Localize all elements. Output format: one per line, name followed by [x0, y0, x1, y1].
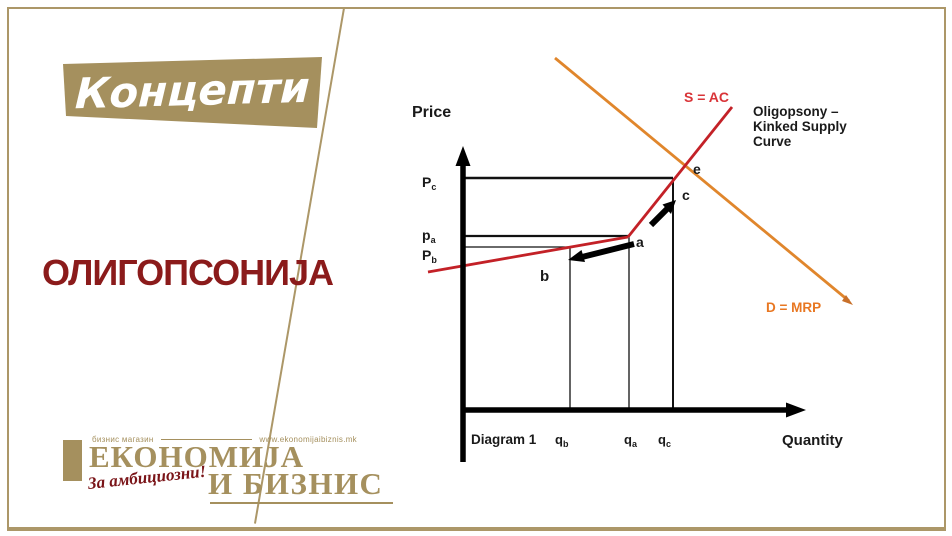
logo-top-divider: [160, 439, 253, 440]
x-tick-qb-sub: b: [563, 439, 569, 449]
x-tick-qc: qc: [658, 432, 671, 449]
x-axis-arrowhead: [786, 402, 806, 418]
logo-website: www.ekonomijaibiznis.mk: [259, 435, 357, 444]
page-title: ОЛИГОПСОНИЈА: [42, 252, 334, 293]
y-tick-pa-sub: a: [431, 235, 437, 245]
arrow-a-to-c-head: [662, 200, 676, 214]
arrow-a-to-c-shaft: [648, 205, 671, 228]
logo-gold-bar: [63, 440, 82, 481]
supply-curve-label: S = AC: [684, 89, 729, 105]
point-b-label: b: [540, 268, 549, 285]
x-tick-qc-main: q: [658, 432, 666, 447]
x-tick-qc-sub: c: [666, 439, 671, 449]
y-tick-pb-sub: b: [431, 255, 437, 265]
x-axis-title: Quantity: [782, 432, 843, 449]
demand-curve-arrowhead: [842, 295, 853, 305]
point-e-label: e: [693, 161, 701, 177]
demand-curve: [554, 56, 850, 303]
y-tick-pa: pa: [422, 227, 437, 245]
diagram-note: Oligopsony – Kinked Supply Curve: [753, 104, 847, 149]
y-axis-title: Price: [412, 104, 451, 121]
logo-name-line2: И БИЗНИС: [208, 466, 384, 501]
y-tick-pb: Pb: [422, 247, 437, 265]
demand-curve-label: D = MRP: [766, 300, 821, 315]
y-tick-pc: Pc: [422, 174, 436, 192]
x-tick-qa-main: q: [624, 432, 632, 447]
point-a-label: a: [636, 234, 644, 250]
logo-magazine-type: бизнис магазин: [92, 435, 154, 444]
diagram-note-line1: Oligopsony –: [753, 104, 839, 119]
diagram-note-line2: Kinked Supply: [753, 119, 847, 134]
logo-name-line1: ЕКОНОМИЈА: [89, 439, 304, 474]
y-tick-pa-main: p: [422, 227, 431, 243]
arrow-a-to-b-head: [568, 250, 585, 262]
x-tick-qa-sub: a: [632, 439, 638, 449]
arrow-a-to-b-shaft: [581, 241, 635, 260]
y-tick-pb-main: P: [422, 247, 431, 263]
diagram-note-line3: Curve: [753, 134, 792, 149]
supply-curve-steep-segment: [626, 106, 734, 238]
concepts-badge: Концепти: [63, 57, 322, 128]
y-tick-pc-main: P: [422, 174, 431, 190]
logo-underline: [210, 502, 393, 504]
y-axis-arrowhead: [455, 146, 471, 166]
x-tick-qa: qa: [624, 432, 638, 449]
logo-top-row: бизнис магазин www.ekonomijaibiznis.mk: [92, 435, 357, 444]
y-tick-pc-sub: c: [431, 182, 436, 192]
magazine-logo: бизнис магазин www.ekonomijaibiznis.mk Е…: [63, 430, 403, 515]
x-tick-qb: qb: [555, 432, 569, 449]
diagram-caption: Diagram 1: [471, 432, 537, 447]
x-tick-qb-main: q: [555, 432, 563, 447]
point-c-label: c: [682, 187, 690, 203]
